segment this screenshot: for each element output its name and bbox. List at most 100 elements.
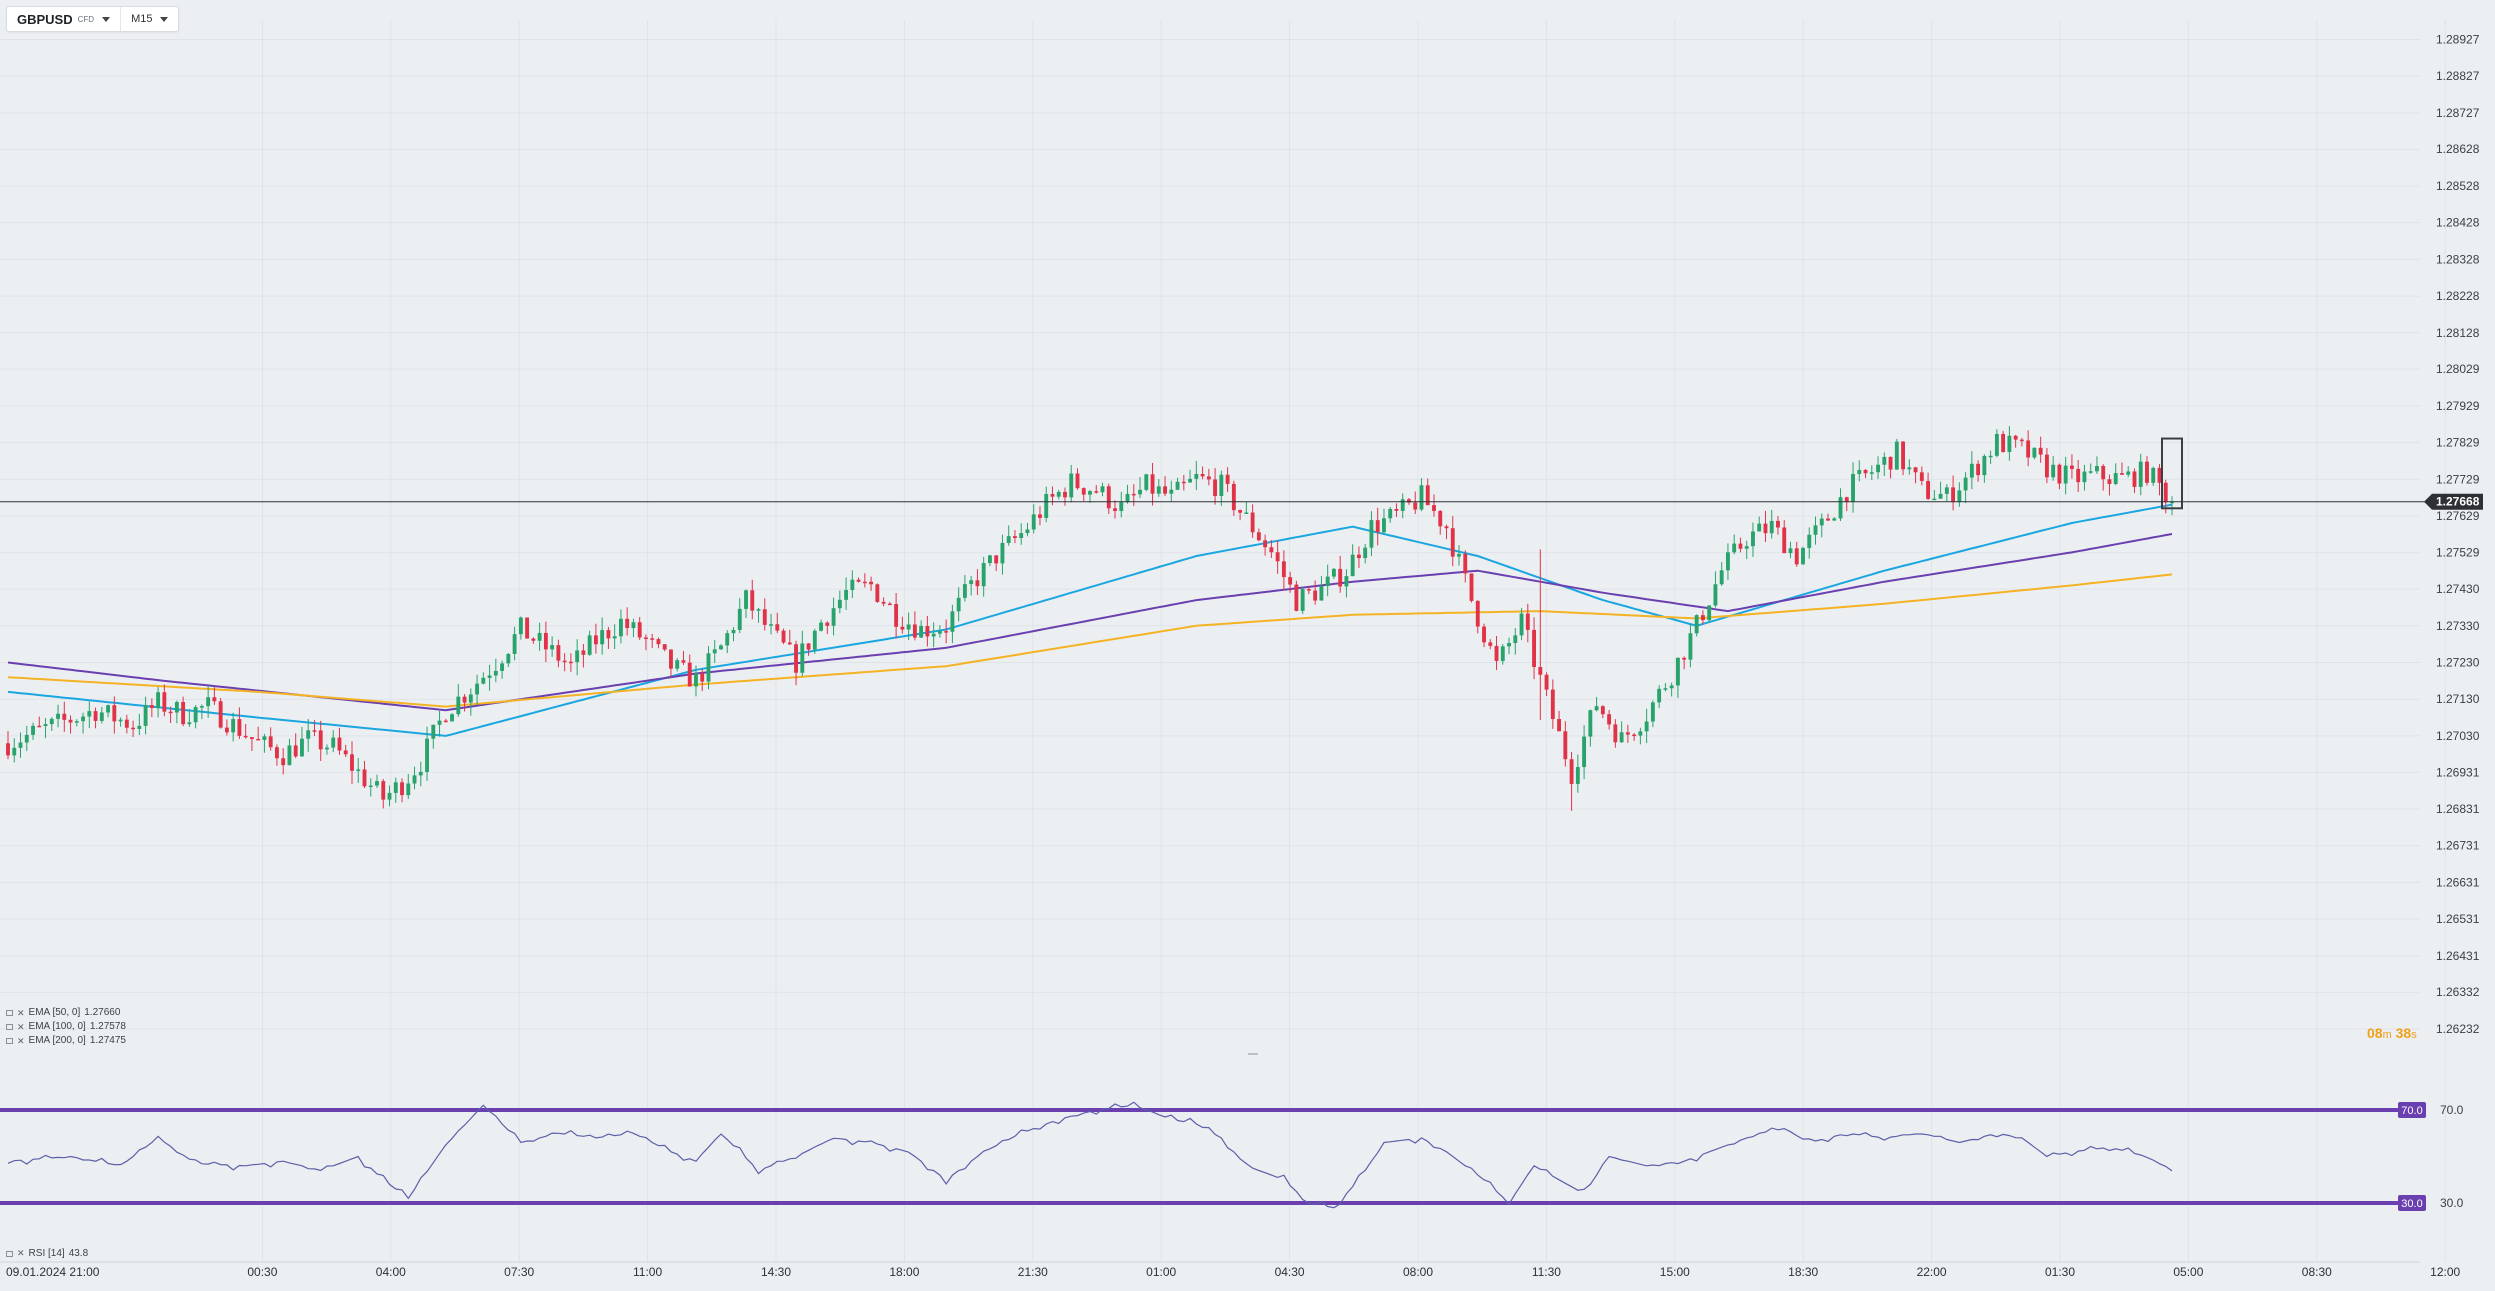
candle-body [1869, 472, 1874, 474]
candle-body [581, 650, 586, 655]
candle-body [118, 719, 123, 722]
candle-body [1100, 486, 1105, 493]
candle-body [462, 696, 467, 703]
candle-body [850, 579, 855, 590]
ema-line-1 [7, 533, 2173, 712]
candle-body [1294, 584, 1299, 611]
instrument-type-label: CFD [77, 14, 95, 24]
candle-body [512, 634, 517, 654]
candle-body [737, 608, 742, 630]
candle-body [418, 771, 423, 776]
candle-body [237, 719, 242, 736]
candle-body [249, 737, 254, 739]
candle-body [1951, 487, 1956, 503]
candle-body [956, 597, 961, 612]
candle-body [31, 725, 35, 735]
candle-body [1901, 441, 1906, 470]
candle-body [368, 785, 373, 788]
candle-body [894, 604, 899, 627]
candle-body [1732, 543, 1737, 553]
candle-body [224, 727, 229, 733]
price-tick-label: 1.28128 [2436, 326, 2480, 340]
candle-body [350, 754, 354, 771]
candle-body [1275, 552, 1280, 562]
candle-body [1500, 646, 1505, 661]
time-tick-label: 21:30 [1018, 1265, 1048, 1279]
candle-body [2007, 435, 2012, 453]
candle-body [1944, 487, 1949, 494]
candle-body [1813, 525, 1818, 535]
candle-body [2107, 479, 2112, 484]
candle-body [49, 718, 54, 725]
candle-body [356, 769, 361, 771]
settings-icon[interactable] [6, 1250, 13, 1257]
candle-body [2145, 461, 2149, 483]
candle-body [568, 661, 573, 664]
candle-body [712, 649, 717, 654]
candle-body [1069, 473, 1074, 498]
candle-body [1482, 626, 1486, 643]
candle-body [1757, 523, 1762, 532]
close-icon[interactable]: ✕ [17, 1008, 25, 1018]
candle-body [1782, 527, 1787, 554]
candle-body [181, 701, 186, 725]
candle-body [2163, 482, 2168, 503]
candle-body [199, 706, 204, 708]
candle-body [2076, 468, 2081, 483]
candle-body [1644, 721, 1649, 732]
candle-body [1607, 714, 1612, 725]
candle-body [2138, 461, 2143, 487]
candle-body [231, 719, 236, 733]
candle-body [318, 730, 323, 750]
candle-body [1356, 554, 1361, 559]
candle-body [1463, 553, 1468, 574]
candle-body [1532, 629, 1536, 667]
candle-body [450, 714, 454, 722]
candle-body [1563, 731, 1568, 760]
ema-line-0 [7, 503, 2173, 737]
candle-body [1382, 518, 1386, 533]
candle-body [1125, 493, 1130, 503]
candle-body [2157, 467, 2162, 483]
candle-body [1288, 577, 1293, 585]
candle-body [725, 633, 730, 646]
timeframe-selector[interactable]: M15 [120, 7, 178, 31]
candle-body [1469, 573, 1474, 601]
close-icon[interactable]: ✕ [17, 1248, 25, 1258]
time-tick-label: 12:00 [2430, 1265, 2460, 1279]
chart-overlay: 1.27668 [0, 437, 2483, 1055]
candle-body [812, 630, 817, 650]
candle-body [1913, 467, 1918, 473]
settings-icon[interactable] [6, 1024, 13, 1030]
candle-body [1006, 536, 1011, 543]
candle-body [212, 697, 217, 702]
candle-body [1519, 613, 1524, 636]
candle-body [306, 730, 311, 739]
price-tick-label: 1.28029 [2436, 362, 2480, 376]
candle-body [925, 625, 930, 637]
candle-body [781, 630, 786, 643]
candle-body [1650, 702, 1655, 722]
settings-icon[interactable] [6, 1038, 13, 1044]
candle-body [206, 697, 211, 707]
candle-body [1963, 477, 1968, 491]
time-tick-label: 01:00 [1146, 1265, 1176, 1279]
candle-body [518, 617, 523, 635]
candle-body [406, 783, 411, 796]
candle-body [1263, 540, 1268, 548]
close-icon[interactable]: ✕ [17, 1036, 25, 1046]
ema-line-2 [7, 573, 2173, 708]
candle-body [1375, 520, 1380, 533]
candle-body [1582, 736, 1587, 768]
candle-body [1544, 674, 1549, 690]
symbol-selector[interactable]: GBPUSD CFD [7, 7, 120, 31]
candle-body [156, 692, 161, 708]
candle-body [550, 645, 555, 650]
close-icon[interactable]: ✕ [17, 1022, 25, 1032]
candle-body [1131, 493, 1136, 496]
price-tick-label: 1.27529 [2436, 546, 2480, 560]
settings-icon[interactable] [6, 1010, 13, 1016]
candle-body [1994, 433, 1999, 456]
